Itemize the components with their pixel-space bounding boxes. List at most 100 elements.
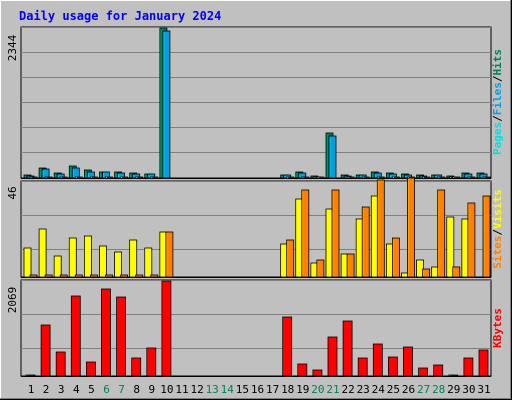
bar-kbytes-day-26	[403, 346, 413, 377]
legend-item-visits-0: Sites	[491, 236, 504, 269]
legend-item-hits-0: Pages	[491, 122, 504, 155]
bar-sites-day-28	[437, 189, 446, 278]
bar-visits-day-3	[53, 255, 62, 278]
bar-sites-day-5	[90, 274, 98, 278]
bar-pages-day-31	[482, 176, 491, 179]
bar-sites-day-27	[422, 268, 431, 278]
bar-pages-day-22	[346, 176, 355, 179]
bar-visits-day-2	[38, 228, 47, 278]
bar-pages-day-7	[120, 176, 128, 179]
bar-visits-day-27	[416, 259, 425, 278]
bar-visits-day-8	[129, 239, 138, 278]
x-tick-label-25: 25	[387, 383, 400, 396]
legend-hits: Pages/Files/Hits	[491, 49, 504, 155]
x-axis-labels: 1 2 3 4 5 6 7 8 9 10 11 12 13 14 15 16 17 18 19 20 21 22 23 24 2…	[28, 383, 491, 396]
x-tick-label-29: 29	[447, 383, 460, 396]
x-tick-label-14: 14	[221, 383, 235, 396]
bar-sites-day-30	[467, 202, 476, 278]
x-tick-label-28: 28	[432, 383, 445, 396]
x-tick-label-27: 27	[417, 383, 430, 396]
visits-max-label: 46	[6, 186, 19, 199]
legend-item-hits-1: /	[491, 115, 504, 122]
bar-pages-day-30	[467, 176, 476, 179]
bar-pages-day-3	[59, 176, 68, 179]
bar-pages-day-29	[452, 176, 461, 179]
bar-visits-day-29	[446, 216, 455, 278]
bar-visits-day-1	[23, 247, 32, 278]
x-tick-label-9: 9	[148, 383, 155, 396]
bar-kbytes-day-29	[448, 374, 459, 377]
bar-kbytes-day-22	[342, 320, 353, 377]
legend-item-visits-2: Visits	[491, 189, 504, 229]
x-tick-label-24: 24	[372, 383, 386, 396]
x-tick-label-13: 13	[206, 383, 219, 396]
bar-pages-day-9	[150, 176, 159, 179]
bar-pages-day-5	[90, 176, 98, 179]
bar-sites-day-3	[59, 274, 68, 278]
bar-kbytes-day-30	[463, 357, 474, 377]
x-tick-label-26: 26	[402, 383, 415, 396]
bar-kbytes-day-21	[327, 336, 338, 377]
x-tick-label-3: 3	[58, 383, 65, 396]
bar-kbytes-day-27	[418, 367, 429, 377]
bar-pages-day-24	[376, 176, 385, 179]
legend-item-hits-3: /	[491, 75, 504, 82]
bar-kbytes-day-3	[55, 351, 66, 377]
bar-kbytes-day-9	[146, 347, 157, 377]
bar-sites-day-26	[407, 177, 415, 278]
bar-pages-day-28	[437, 176, 446, 179]
bar-pages-day-18	[286, 176, 295, 179]
bar-kbytes-day-5	[86, 361, 96, 377]
legend-item-hits-2: Files	[491, 82, 504, 115]
x-tick-label-12: 12	[190, 383, 203, 396]
bar-pages-day-19	[301, 176, 310, 179]
bar-kbytes-day-4	[70, 295, 81, 377]
bar-pages-day-25	[391, 176, 400, 179]
bar-kbytes-day-7	[116, 296, 126, 377]
legend-item-visits-1: /	[491, 229, 504, 236]
visits-panel	[20, 177, 492, 278]
bar-sites-day-1	[29, 274, 38, 278]
legend-kbytes: KBytes	[491, 308, 504, 348]
bar-visits-day-9	[144, 247, 153, 278]
bar-kbytes-day-24	[372, 343, 383, 377]
x-tick-label-16: 16	[251, 383, 264, 396]
x-tick-label-23: 23	[357, 383, 370, 396]
x-tick-label-15: 15	[236, 383, 249, 396]
bar-kbytes-day-6	[101, 288, 111, 377]
bar-kbytes-day-8	[131, 357, 142, 377]
bar-visits-day-5	[84, 235, 92, 278]
bar-kbytes-day-25	[387, 356, 398, 377]
bar-pages-day-23	[361, 176, 370, 179]
bar-pages-day-2	[44, 176, 53, 179]
bar-sites-day-8	[135, 274, 144, 278]
legend-item-kbytes-0: KBytes	[491, 308, 504, 348]
bar-kbytes-day-20	[312, 369, 323, 377]
legend-visits: Sites/Visits	[491, 189, 504, 269]
bar-sites-day-4	[74, 274, 83, 278]
bar-visits-day-7	[114, 251, 122, 278]
bar-sites-day-19	[301, 189, 310, 278]
x-tick-label-6: 6	[103, 383, 110, 396]
x-tick-label-5: 5	[88, 383, 95, 396]
kbytes-panel	[20, 279, 492, 377]
x-tick-label-4: 4	[73, 383, 80, 396]
bar-visits-day-4	[68, 237, 77, 278]
bar-kbytes-day-19	[297, 363, 308, 377]
x-tick-label-11: 11	[175, 383, 188, 396]
bar-sites-day-9	[150, 274, 159, 278]
bar-visits-day-6	[99, 245, 107, 278]
x-tick-label-8: 8	[133, 383, 140, 396]
bar-kbytes-day-18	[282, 316, 293, 377]
bar-kbytes-day-10	[161, 280, 172, 377]
bar-pages-day-6	[105, 176, 113, 179]
x-tick-label-10: 10	[160, 383, 173, 396]
bar-kbytes-day-31	[478, 349, 489, 377]
bar-kbytes-day-2	[40, 324, 51, 377]
x-tick-label-18: 18	[281, 383, 294, 396]
bar-sites-day-25	[391, 237, 400, 278]
x-tick-label-30: 30	[462, 383, 475, 396]
bar-kbytes-day-23	[357, 357, 368, 377]
bar-sites-day-24	[376, 179, 385, 278]
